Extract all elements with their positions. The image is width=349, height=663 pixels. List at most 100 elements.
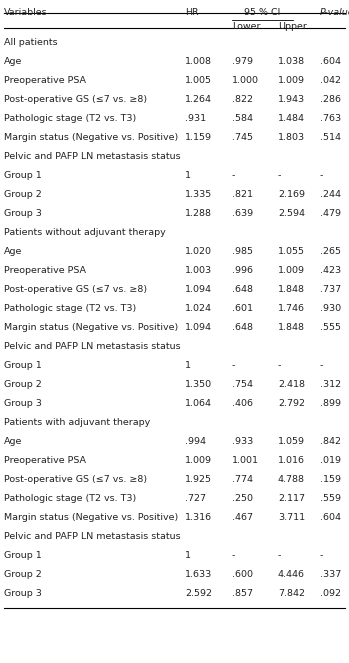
Text: .555: .555	[320, 323, 341, 332]
Text: .985: .985	[232, 247, 253, 256]
Text: 1.746: 1.746	[278, 304, 305, 313]
Text: .514: .514	[320, 133, 341, 142]
Text: .994: .994	[185, 437, 206, 446]
Text: -: -	[320, 551, 324, 560]
Text: .092: .092	[320, 589, 341, 598]
Text: 1.094: 1.094	[185, 285, 212, 294]
Text: 1: 1	[185, 171, 191, 180]
Text: .265: .265	[320, 247, 341, 256]
Text: 1.038: 1.038	[278, 57, 305, 66]
Text: 1.316: 1.316	[185, 513, 212, 522]
Text: 1.264: 1.264	[185, 95, 212, 104]
Text: 2.792: 2.792	[278, 399, 305, 408]
Text: .250: .250	[232, 494, 253, 503]
Text: Group 1: Group 1	[4, 551, 42, 560]
Text: Group 3: Group 3	[4, 209, 42, 218]
Text: 1.024: 1.024	[185, 304, 212, 313]
Text: Age: Age	[4, 247, 22, 256]
Text: 1.008: 1.008	[185, 57, 212, 66]
Text: .930: .930	[320, 304, 341, 313]
Text: Pelvic and PAFP LN metastasis status: Pelvic and PAFP LN metastasis status	[4, 152, 181, 161]
Text: 1.803: 1.803	[278, 133, 305, 142]
Text: .933: .933	[232, 437, 253, 446]
Text: .648: .648	[232, 285, 253, 294]
Text: .979: .979	[232, 57, 253, 66]
Text: 1.055: 1.055	[278, 247, 305, 256]
Text: .337: .337	[320, 570, 341, 579]
Text: .737: .737	[320, 285, 341, 294]
Text: .639: .639	[232, 209, 253, 218]
Text: Pelvic and PAFP LN metastasis status: Pelvic and PAFP LN metastasis status	[4, 342, 181, 351]
Text: Group 1: Group 1	[4, 361, 42, 370]
Text: Pathologic stage (T2 vs. T3): Pathologic stage (T2 vs. T3)	[4, 304, 136, 313]
Text: .244: .244	[320, 190, 341, 199]
Text: 1: 1	[185, 361, 191, 370]
Text: .774: .774	[232, 475, 253, 484]
Text: Group 3: Group 3	[4, 399, 42, 408]
Text: 1.016: 1.016	[278, 456, 305, 465]
Text: 1.005: 1.005	[185, 76, 212, 85]
Text: 1.001: 1.001	[232, 456, 259, 465]
Text: Preoperative PSA: Preoperative PSA	[4, 456, 86, 465]
Text: .467: .467	[232, 513, 253, 522]
Text: .931: .931	[185, 114, 206, 123]
Text: 1.009: 1.009	[185, 456, 212, 465]
Text: Post-operative GS (≤7 vs. ≥8): Post-operative GS (≤7 vs. ≥8)	[4, 475, 147, 484]
Text: 1.848: 1.848	[278, 323, 305, 332]
Text: Pathologic stage (T2 vs. T3): Pathologic stage (T2 vs. T3)	[4, 494, 136, 503]
Text: 2.594: 2.594	[278, 209, 305, 218]
Text: 1.159: 1.159	[185, 133, 212, 142]
Text: 3.711: 3.711	[278, 513, 305, 522]
Text: -: -	[278, 361, 281, 370]
Text: Post-operative GS (≤7 vs. ≥8): Post-operative GS (≤7 vs. ≥8)	[4, 95, 147, 104]
Text: Age: Age	[4, 437, 22, 446]
Text: Group 1: Group 1	[4, 171, 42, 180]
Text: 1.288: 1.288	[185, 209, 212, 218]
Text: .821: .821	[232, 190, 253, 199]
Text: .899: .899	[320, 399, 341, 408]
Text: Upper: Upper	[278, 22, 307, 31]
Text: 2.117: 2.117	[278, 494, 305, 503]
Text: .601: .601	[232, 304, 253, 313]
Text: 1.925: 1.925	[185, 475, 212, 484]
Text: .604: .604	[320, 513, 341, 522]
Text: .312: .312	[320, 380, 341, 389]
Text: .042: .042	[320, 76, 341, 85]
Text: Margin status (Negative vs. Positive): Margin status (Negative vs. Positive)	[4, 513, 178, 522]
Text: Group 2: Group 2	[4, 380, 42, 389]
Text: 1.009: 1.009	[278, 266, 305, 275]
Text: Patients without adjuvant therapy: Patients without adjuvant therapy	[4, 228, 166, 237]
Text: 2.169: 2.169	[278, 190, 305, 199]
Text: Preoperative PSA: Preoperative PSA	[4, 76, 86, 85]
Text: .648: .648	[232, 323, 253, 332]
Text: .745: .745	[232, 133, 253, 142]
Text: .857: .857	[232, 589, 253, 598]
Text: .842: .842	[320, 437, 341, 446]
Text: Age: Age	[4, 57, 22, 66]
Text: .159: .159	[320, 475, 341, 484]
Text: 1.064: 1.064	[185, 399, 212, 408]
Text: 95 % CI: 95 % CI	[244, 8, 281, 17]
Text: Preoperative PSA: Preoperative PSA	[4, 266, 86, 275]
Text: 2.418: 2.418	[278, 380, 305, 389]
Text: 1.484: 1.484	[278, 114, 305, 123]
Text: All patients: All patients	[4, 38, 58, 47]
Text: 1.059: 1.059	[278, 437, 305, 446]
Text: -: -	[232, 551, 235, 560]
Text: 1.848: 1.848	[278, 285, 305, 294]
Text: .763: .763	[320, 114, 341, 123]
Text: Group 2: Group 2	[4, 570, 42, 579]
Text: .479: .479	[320, 209, 341, 218]
Text: Lower: Lower	[232, 22, 260, 31]
Text: 1: 1	[185, 551, 191, 560]
Text: 1.633: 1.633	[185, 570, 212, 579]
Text: .604: .604	[320, 57, 341, 66]
Text: .406: .406	[232, 399, 253, 408]
Text: 7.842: 7.842	[278, 589, 305, 598]
Text: Post-operative GS (≤7 vs. ≥8): Post-operative GS (≤7 vs. ≥8)	[4, 285, 147, 294]
Text: .559: .559	[320, 494, 341, 503]
Text: Group 3: Group 3	[4, 589, 42, 598]
Text: Group 2: Group 2	[4, 190, 42, 199]
Text: 1.000: 1.000	[232, 76, 259, 85]
Text: 1.020: 1.020	[185, 247, 212, 256]
